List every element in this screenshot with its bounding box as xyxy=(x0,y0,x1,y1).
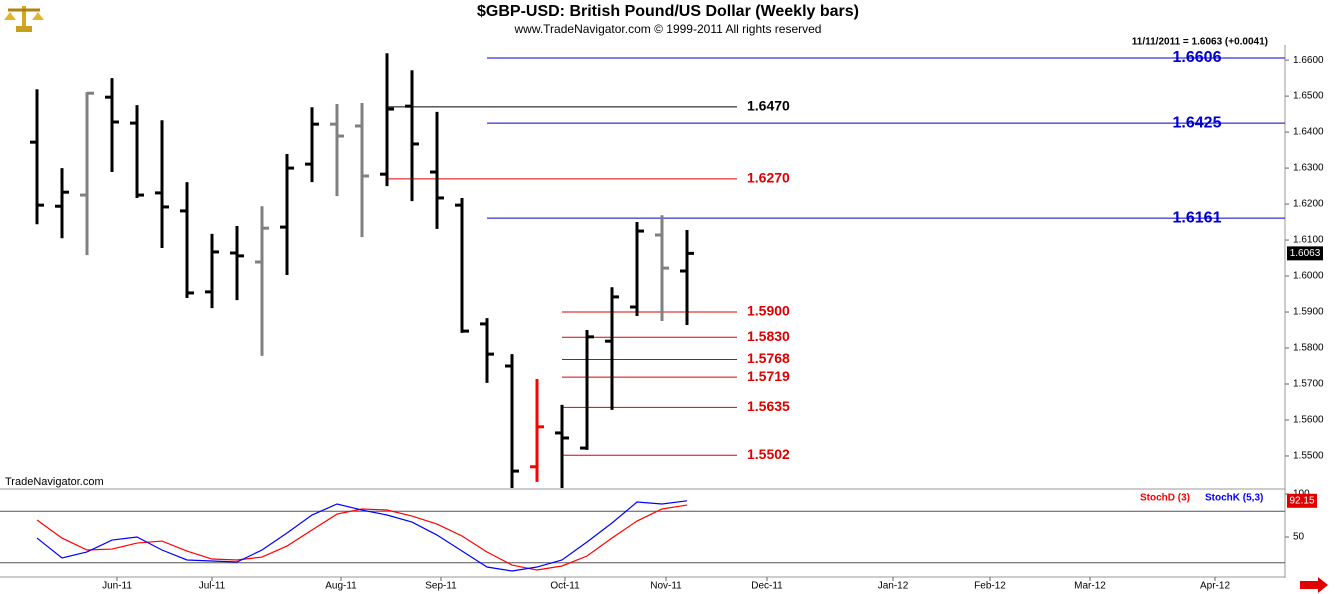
legend-entry: StochD (3) xyxy=(1140,493,1190,504)
info: 11/11/2011 = 1.6063 (+0.0041) xyxy=(1132,37,1268,48)
y-tick-label: 1.6600 xyxy=(1293,55,1324,66)
x-tick-label: Mar-12 xyxy=(1074,581,1106,592)
y-tick-label: 1.5500 xyxy=(1293,451,1324,462)
y-tick-label: 1.6200 xyxy=(1293,199,1324,210)
y-tick-label: 1.5800 xyxy=(1293,343,1324,354)
x-tick-label: Jan-12 xyxy=(878,581,909,592)
level-label: 1.6425 xyxy=(1173,114,1222,131)
price-panel: 1.6606 1.6470 1.6425 1.6270 1.6161 1.5900 1.58… xyxy=(30,49,1285,488)
y-tick-label: 1.6500 xyxy=(1293,91,1324,102)
price-tag-label: 1.6063 xyxy=(1290,248,1321,259)
level-label: 1.5719 xyxy=(747,368,790,384)
y-tick-label: 50 xyxy=(1293,532,1305,543)
logo xyxy=(4,6,44,32)
x-tick-label: Feb-12 xyxy=(974,581,1006,592)
y-tick-label: 1.5600 xyxy=(1293,415,1324,426)
y-tick-label: 1.5700 xyxy=(1293,379,1324,390)
y-tick-label: 1.6000 xyxy=(1293,271,1324,282)
x-tick-label: Jun-11 xyxy=(102,581,132,592)
x-tick-label: Sep-11 xyxy=(425,581,457,592)
x-tick-label: Jul-11 xyxy=(199,581,226,592)
stoch-tag-label: 92.15 xyxy=(1289,495,1314,506)
level-label: 1.5502 xyxy=(747,446,790,462)
subtitle: www.TradeNavigator.com © 1999-2011 All r… xyxy=(514,22,822,36)
y-tick-label: 1.6100 xyxy=(1293,235,1324,246)
x-tick-label: Apr-12 xyxy=(1200,581,1230,592)
x-tick-label: Oct-11 xyxy=(550,581,580,592)
y-tick-label: 1.5900 xyxy=(1293,307,1324,318)
stoch-line xyxy=(36,504,688,571)
level-label: 1.5768 xyxy=(747,350,790,366)
y-tick-label: 1.6400 xyxy=(1293,127,1324,138)
stoch-tag xyxy=(1287,493,1317,508)
x-tick-label: Dec-11 xyxy=(751,581,783,592)
level-label: 1.5635 xyxy=(747,398,790,414)
x-tick-label: Nov-11 xyxy=(650,581,682,592)
stoch-panel xyxy=(0,500,1285,572)
level-label: 1.6606 xyxy=(1173,49,1222,66)
legend-entry: StochK (5,3) xyxy=(1205,493,1263,504)
level-label: 1.5900 xyxy=(747,303,790,319)
price-tag xyxy=(1287,246,1323,261)
watermark: TradeNavigator.com xyxy=(5,476,104,488)
y-tick-label: 1.6300 xyxy=(1293,163,1324,174)
level-label: 1.6470 xyxy=(747,98,790,114)
level-label: 1.6161 xyxy=(1173,209,1222,226)
stoch-line xyxy=(36,500,688,572)
x-tick-label: Aug-11 xyxy=(325,581,357,592)
chart-title: $GBP-USD: British Pound/US Dollar (Weekl… xyxy=(477,3,859,20)
level-label: 1.6270 xyxy=(747,170,790,186)
scroll-arrow[interactable] xyxy=(1300,577,1328,593)
level-label: 1.5830 xyxy=(747,328,790,344)
